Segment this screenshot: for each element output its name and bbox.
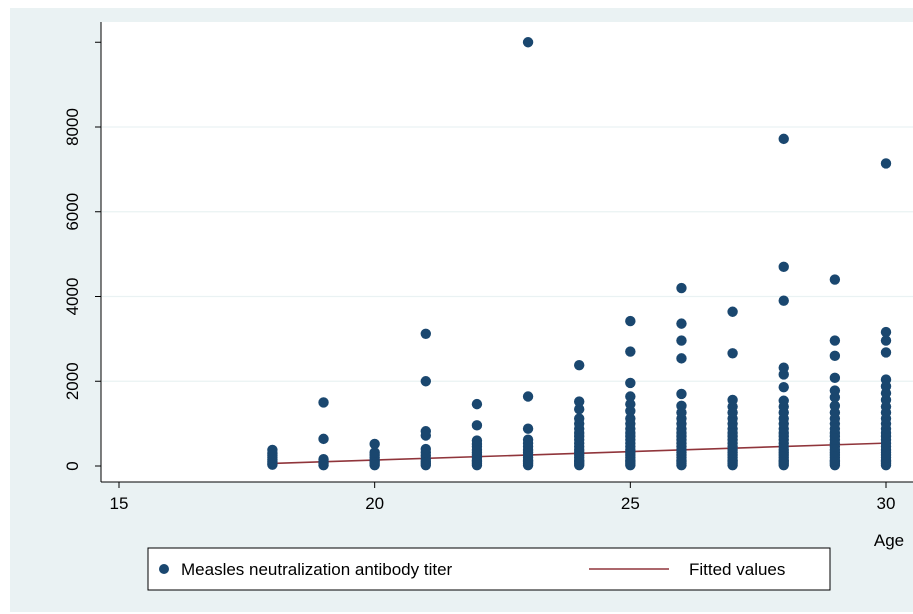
y-tick-label: 0 <box>63 461 82 470</box>
data-point <box>676 282 687 294</box>
y-axis: 0 2000 4000 6000 8000 <box>63 22 102 482</box>
data-point <box>318 433 329 445</box>
data-point <box>778 295 789 306</box>
data-point <box>318 454 329 465</box>
data-point <box>574 404 585 415</box>
data-point <box>880 374 892 385</box>
data-point <box>676 335 687 346</box>
data-point <box>778 381 789 393</box>
data-point <box>778 261 789 273</box>
legend-label-fitted: Fitted values <box>689 560 785 579</box>
plot-area <box>101 22 913 482</box>
data-point <box>420 328 431 339</box>
data-point <box>625 377 636 389</box>
data-point <box>778 362 789 373</box>
legend-marker-titer <box>159 564 169 574</box>
legend-box <box>147 547 831 591</box>
y-tick-label: 8000 <box>63 108 82 146</box>
data-point <box>471 420 483 431</box>
data-point <box>676 400 687 412</box>
gridlines <box>102 126 913 382</box>
data-point <box>778 133 789 145</box>
data-point <box>267 444 278 456</box>
data-point <box>727 306 738 317</box>
data-point <box>420 443 431 455</box>
titer-points-series <box>267 37 892 471</box>
data-point <box>727 394 738 406</box>
x-tick-label: 15 <box>110 494 129 513</box>
data-point <box>625 413 636 424</box>
data-point <box>574 396 585 407</box>
data-point <box>829 385 841 396</box>
y-tick-label: 2000 <box>63 362 82 400</box>
data-point <box>471 398 483 410</box>
data-point <box>625 346 636 357</box>
data-point <box>829 274 841 285</box>
data-point <box>829 350 841 362</box>
data-point <box>369 438 380 450</box>
x-axis-title: Age <box>874 531 904 550</box>
data-point <box>625 398 636 410</box>
legend-label-titer: Measles neutralization antibody titer <box>181 560 453 579</box>
data-point <box>420 426 431 437</box>
data-point <box>676 318 687 329</box>
data-point <box>420 376 431 387</box>
x-axis: 15 20 25 30 <box>101 481 913 513</box>
data-point <box>522 391 534 402</box>
data-point <box>522 423 534 434</box>
y-tick-label: 6000 <box>63 193 82 231</box>
data-point <box>727 348 738 359</box>
data-point <box>880 326 892 338</box>
legend: Measles neutralization antibody titer Fi… <box>147 547 831 591</box>
data-point <box>471 435 483 446</box>
data-point <box>318 397 329 408</box>
x-tick-label: 20 <box>365 494 384 513</box>
data-point <box>829 400 841 412</box>
data-point <box>880 158 892 169</box>
data-point <box>778 395 789 406</box>
data-point <box>574 359 585 371</box>
data-point <box>522 37 534 48</box>
y-tick-label: 4000 <box>63 278 82 316</box>
x-tick-label: 30 <box>877 494 896 513</box>
data-point <box>574 413 585 424</box>
data-point <box>625 315 636 327</box>
data-point <box>829 335 841 346</box>
data-point <box>880 335 892 346</box>
data-point <box>676 353 687 364</box>
data-point <box>880 347 892 358</box>
data-point <box>829 372 841 384</box>
data-point <box>676 388 687 400</box>
data-point <box>625 391 636 402</box>
x-tick-label: 25 <box>621 494 640 513</box>
data-point <box>369 447 380 458</box>
data-point <box>522 434 534 445</box>
